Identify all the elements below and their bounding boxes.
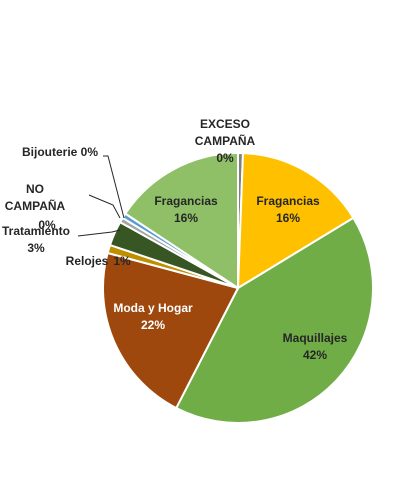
pie-slice-fragancias	[123, 151, 239, 290]
slice-label: CAMPAÑA	[5, 198, 66, 213]
pie-slices	[102, 151, 374, 424]
slice-label: Moda y Hogar	[113, 301, 193, 315]
slice-percent-label: 0%	[38, 218, 56, 232]
slice-label: Fragancias	[256, 194, 320, 208]
slice-percent-label: 1%	[113, 254, 131, 268]
slice-label: Relojes	[66, 254, 109, 268]
leader-lines	[77, 155, 125, 237]
slice-percent-label: 16%	[276, 211, 300, 225]
leader-line	[77, 229, 121, 237]
pie-slice-maquillajes	[174, 216, 374, 424]
slice-percent-label: 0%	[216, 151, 234, 165]
slice-percent-label: 3%	[27, 241, 45, 255]
leader-line	[103, 155, 125, 219]
pie-slice-fragancias	[236, 152, 355, 290]
slice-label: Tratamiento	[2, 224, 70, 238]
slice-label: Bijouterie 0%	[22, 145, 98, 159]
slice-label: Fragancias	[154, 194, 218, 208]
slice-percent-label: 22%	[141, 318, 165, 332]
slice-label: NO	[26, 182, 44, 196]
slice-label: CAMPAÑA	[195, 133, 256, 148]
slice-label: EXCESO	[200, 117, 250, 131]
slice-percent-label: 42%	[303, 348, 327, 362]
pie-slice-moda-y-hogar	[102, 251, 240, 410]
slice-label: Maquillajes	[283, 331, 348, 345]
slice-labels: EXCESO CAMPAÑA 0% Fragancias 16% Maquillajes 4…	[2, 117, 348, 362]
slice-percent-label: 16%	[174, 211, 198, 225]
leader-line	[88, 194, 121, 219]
